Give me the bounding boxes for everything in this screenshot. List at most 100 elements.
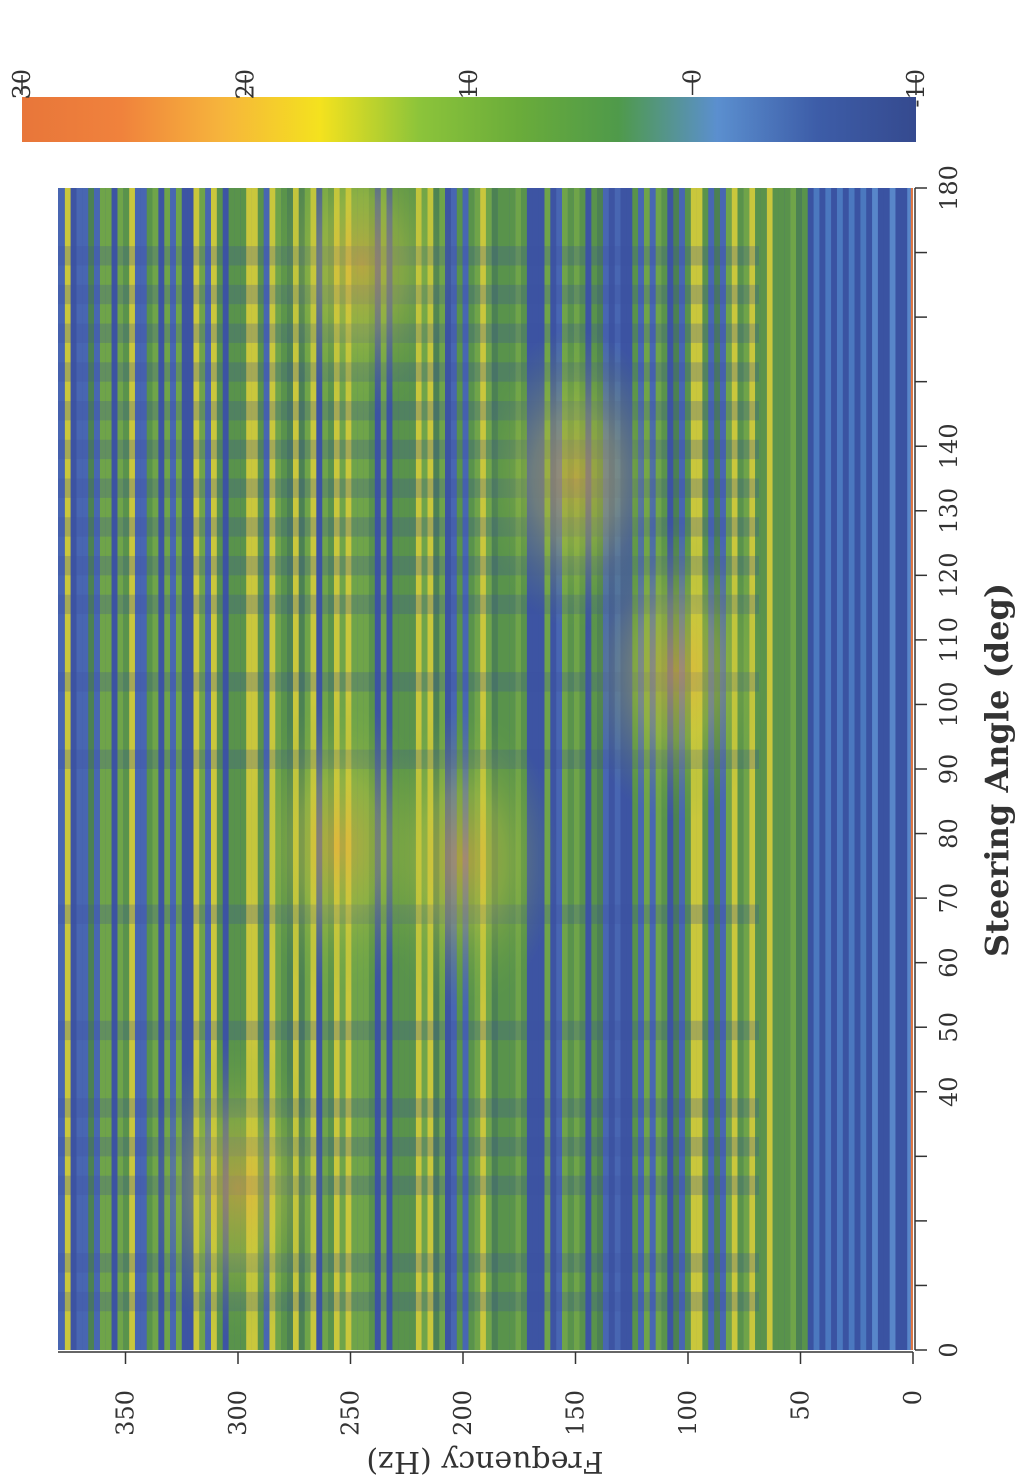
frequency-bin <box>181 188 188 1350</box>
x-tick-label: 130 <box>935 488 963 534</box>
frequency-bin <box>164 188 171 1350</box>
x-tick-label: 90 <box>935 754 963 785</box>
frequency-bin <box>813 188 820 1350</box>
frequency-bin <box>123 188 130 1350</box>
frequency-bin <box>205 188 211 1350</box>
y-tick-label: 50 <box>787 1390 815 1421</box>
y-tick-label: 0 <box>899 1390 927 1405</box>
x-tick-label: 100 <box>935 682 963 728</box>
angle-band <box>58 1291 760 1312</box>
y-tick-label: 300 <box>224 1390 252 1436</box>
x-tick-label: 0 <box>935 1342 963 1357</box>
frequency-bin <box>784 188 791 1350</box>
frequency-bin <box>766 188 773 1350</box>
frequency-bin <box>854 188 861 1350</box>
x-tick-label: 120 <box>935 552 963 598</box>
frequency-bin <box>140 188 147 1350</box>
hotspot <box>266 188 457 416</box>
colorbar: -10 0 10 20 30 <box>8 69 930 142</box>
x-tick-label: 110 <box>935 617 963 663</box>
frequency-bin <box>58 188 59 1350</box>
frequency-bin <box>760 188 767 1350</box>
frequency-bin <box>216 188 223 1350</box>
frequency-bin <box>82 188 89 1350</box>
y-axis-label: Frequency (Hz) <box>366 1444 603 1475</box>
frequency-bin <box>88 188 94 1350</box>
x-tick-label: 50 <box>935 1012 963 1043</box>
frequency-bin <box>877 188 884 1350</box>
frequency-bin <box>544 188 551 1350</box>
frequency-bin <box>240 188 247 1350</box>
frequency-bin <box>807 188 814 1350</box>
frequency-bin <box>831 188 837 1350</box>
frequency-bin <box>591 188 598 1350</box>
x-tick-label: 60 <box>935 947 963 978</box>
frequency-bin <box>872 188 878 1350</box>
colorbar-tick-label: 10 <box>455 69 483 100</box>
frequency-bin <box>158 188 165 1350</box>
frequency-bin <box>585 188 592 1350</box>
colorbar-scale <box>22 97 916 142</box>
frequency-bin <box>538 188 545 1350</box>
frequency-bin <box>550 188 557 1350</box>
colorbar-tick-label: -10 <box>902 69 930 108</box>
frequency-bin <box>883 188 890 1350</box>
frequency-bin <box>790 188 796 1350</box>
frequency-bin <box>895 188 902 1350</box>
frequency-bin <box>146 188 153 1350</box>
y-tick-label: 150 <box>562 1390 590 1436</box>
y-tick-label: 350 <box>112 1390 140 1436</box>
frequency-bin <box>796 188 802 1350</box>
frequency-bin <box>222 188 229 1350</box>
frequency-bin <box>251 188 258 1350</box>
hotspot <box>143 1038 333 1339</box>
frequency-bin <box>187 188 194 1350</box>
frequency-bin <box>907 188 913 1350</box>
frequency-bin <box>819 188 826 1350</box>
frequency-bin <box>556 188 562 1350</box>
frequency-bin <box>778 188 785 1350</box>
frequency-bin <box>246 188 252 1350</box>
frequency-bin <box>562 188 568 1350</box>
frequency-bin <box>842 188 849 1350</box>
frequency-bin <box>211 188 217 1350</box>
frequency-bin <box>901 188 908 1350</box>
heatmap-frequency-bins <box>58 188 913 1350</box>
x-tick-label: 180 <box>935 165 963 211</box>
x-tick-label: 40 <box>935 1077 963 1108</box>
frequency-bin <box>825 188 832 1350</box>
frequency-bin <box>579 188 586 1350</box>
frequency-bin <box>228 188 235 1350</box>
y-tick-label: 100 <box>674 1390 702 1436</box>
frequency-bin <box>76 188 83 1350</box>
frequency-bin <box>105 188 112 1350</box>
frequency-bin <box>129 188 135 1350</box>
frequency-bin <box>117 188 124 1350</box>
frequency-bin <box>58 188 65 1350</box>
colorbar-tick-label: 20 <box>232 69 260 100</box>
frequency-bin <box>866 188 873 1350</box>
frequency-bin <box>199 188 206 1350</box>
frequency-bin <box>234 188 241 1350</box>
frequency-bin <box>749 188 756 1350</box>
frequency-bin <box>152 188 159 1350</box>
frequency-bin <box>193 188 200 1350</box>
frequency-bin <box>597 188 603 1350</box>
frequency-bin <box>70 188 77 1350</box>
y-tick-label: 200 <box>449 1390 477 1436</box>
hotspot <box>368 709 558 1010</box>
frequency-bin <box>64 188 71 1350</box>
frequency-bin <box>567 188 574 1350</box>
angle-band <box>58 1020 760 1041</box>
y-axis: 0 50 100 150 200 250 300 350 <box>58 1351 927 1436</box>
frequency-bin <box>889 188 896 1350</box>
frequency-bin <box>111 188 118 1350</box>
colorbar-tick-label: 0 <box>679 69 707 84</box>
x-axis: 0 40 50 60 70 80 90 100 110 120 130 140 180 <box>914 165 963 1358</box>
frequency-bin <box>755 188 761 1350</box>
x-tick-label: 80 <box>935 818 963 849</box>
frequency-bin <box>848 188 855 1350</box>
y-tick-label: 250 <box>337 1390 365 1436</box>
frequency-bin <box>94 188 100 1350</box>
colorbar-tick-label: 30 <box>8 69 36 100</box>
